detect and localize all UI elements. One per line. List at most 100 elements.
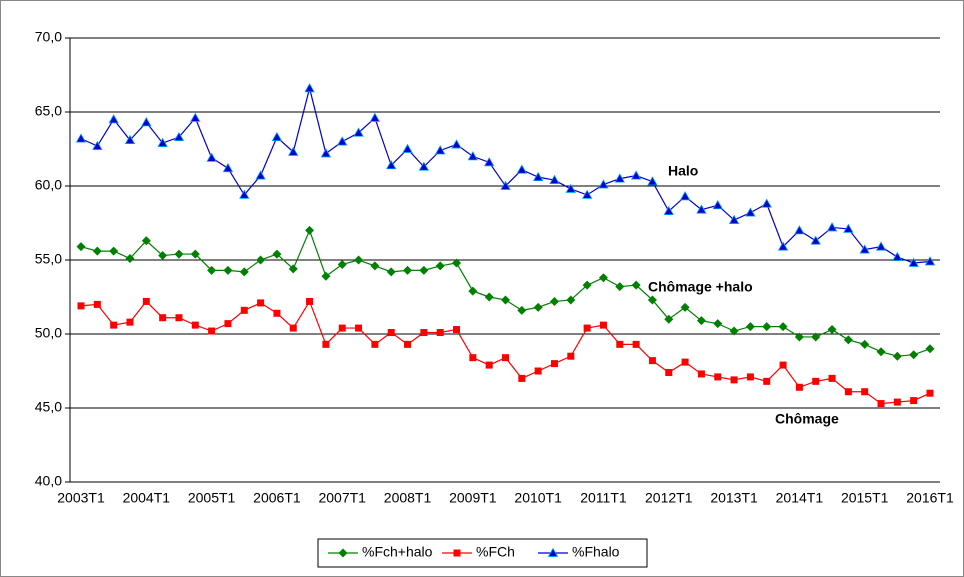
annotation: Halo (668, 163, 698, 179)
marker (371, 340, 379, 348)
marker (910, 397, 918, 405)
marker (92, 246, 102, 256)
marker (420, 329, 428, 337)
marker (191, 321, 199, 329)
marker (728, 214, 740, 224)
marker (355, 324, 363, 332)
marker (892, 351, 902, 361)
marker (779, 361, 787, 369)
x-tick-label: 2013T1 (710, 490, 758, 506)
marker (517, 305, 527, 315)
marker (680, 302, 690, 312)
marker (599, 321, 607, 329)
marker (518, 374, 526, 382)
marker (516, 164, 528, 174)
marker (208, 327, 216, 335)
marker (483, 157, 495, 167)
y-tick-label: 45,0 (35, 399, 62, 415)
y-tick-label: 55,0 (35, 251, 62, 267)
marker (730, 376, 738, 384)
marker (273, 309, 281, 317)
marker (812, 377, 820, 385)
legend-label: %Fch+halo (362, 544, 433, 560)
marker (93, 300, 101, 308)
marker (108, 114, 119, 124)
marker (926, 389, 934, 397)
marker (418, 161, 430, 171)
marker (581, 189, 593, 199)
marker (453, 326, 461, 334)
marker (583, 324, 591, 332)
marker (892, 251, 903, 261)
marker (598, 179, 609, 189)
marker (141, 236, 151, 246)
marker (257, 299, 265, 307)
marker (877, 400, 885, 408)
marker (843, 223, 854, 233)
marker (77, 302, 85, 310)
marker (240, 306, 248, 314)
marker (598, 273, 608, 283)
marker (206, 152, 217, 162)
marker (190, 249, 200, 259)
legend: %Fch+halo %FCh %Fhalo (317, 538, 648, 568)
marker (859, 244, 870, 254)
marker (468, 286, 478, 296)
marker (631, 280, 641, 290)
marker (681, 358, 689, 366)
marker (337, 259, 347, 269)
marker (157, 137, 168, 147)
marker (239, 189, 250, 199)
marker (679, 191, 691, 201)
marker (647, 176, 658, 186)
y-tick-label: 65,0 (35, 103, 62, 119)
marker (125, 254, 135, 264)
marker (224, 320, 232, 328)
marker (370, 261, 380, 271)
y-tick-label: 50,0 (35, 325, 62, 341)
marker (239, 267, 249, 277)
marker (794, 332, 804, 342)
legend-box (317, 538, 648, 568)
marker (729, 326, 739, 336)
marker (860, 339, 870, 349)
marker (844, 388, 852, 396)
marker (467, 151, 479, 161)
marker (353, 127, 364, 137)
x-tick-label: 2011T1 (580, 490, 627, 506)
marker (485, 361, 493, 369)
marker (925, 344, 935, 354)
marker (827, 325, 837, 335)
x-tick-label: 2007T1 (318, 490, 366, 506)
y-tick-label: 70,0 (35, 29, 62, 45)
marker (614, 173, 625, 183)
marker (338, 324, 346, 332)
marker (272, 249, 282, 259)
marker (778, 322, 788, 332)
y-tick-label: 60,0 (35, 177, 62, 193)
marker (369, 112, 381, 122)
marker (175, 314, 183, 322)
marker (222, 162, 234, 173)
x-tick-label: 2008T1 (384, 490, 432, 506)
marker (354, 255, 364, 265)
marker (306, 297, 314, 305)
marker (794, 225, 805, 235)
marker (109, 246, 119, 256)
marker (304, 83, 315, 93)
marker (305, 225, 315, 235)
marker (289, 324, 297, 332)
x-tick-label: 2016T1 (906, 490, 954, 506)
x-tick-label: 2015T1 (841, 490, 889, 506)
marker (403, 265, 413, 275)
marker (469, 354, 477, 362)
marker (435, 261, 445, 271)
marker (502, 354, 509, 362)
marker (207, 265, 217, 275)
marker (697, 370, 705, 378)
marker (828, 374, 836, 382)
marker (142, 297, 150, 305)
